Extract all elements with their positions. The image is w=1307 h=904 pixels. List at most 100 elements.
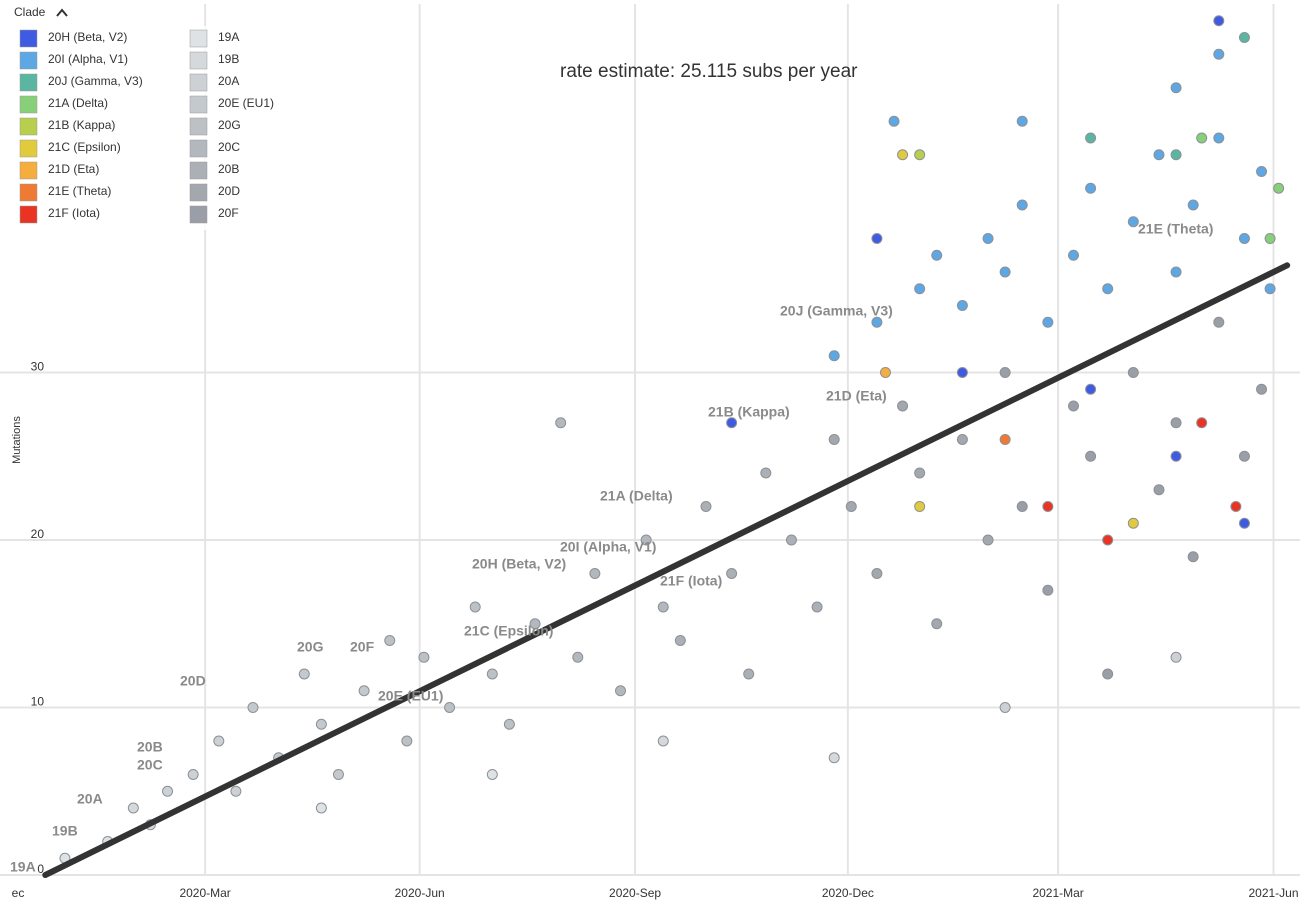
legend-swatch[interactable] [189, 205, 208, 224]
legend-swatch[interactable] [189, 183, 208, 202]
y-axis-title: Mutations [11, 416, 23, 464]
point [486, 769, 498, 780]
x-tick-label: 2020-Sep [609, 886, 661, 900]
legend-label[interactable]: 20F [218, 206, 239, 220]
clade-label: 20G [297, 639, 324, 655]
legend-swatch[interactable] [19, 29, 38, 48]
point [1153, 484, 1165, 496]
legend-swatch[interactable] [19, 117, 38, 136]
point [1085, 450, 1097, 462]
clade-label: 20F [350, 639, 375, 655]
clade-label: 20H (Beta, V2) [472, 556, 566, 572]
point [1170, 417, 1182, 429]
clade-label: 21C (Epsilon) [464, 623, 553, 639]
y-tick-label: 0 [37, 862, 44, 876]
point [845, 501, 857, 512]
clade-label: 21A (Delta) [600, 488, 673, 504]
point [999, 367, 1011, 378]
legend-label[interactable]: 20A [218, 74, 239, 88]
x-tick-label: ec [12, 886, 25, 900]
point [897, 149, 909, 161]
legend-swatch[interactable] [189, 139, 208, 158]
y-tick-label: 10 [31, 695, 45, 709]
legend-label[interactable]: 19A [218, 30, 239, 44]
legend-swatch[interactable] [19, 183, 38, 202]
legend-label[interactable]: 21E (Theta) [48, 184, 111, 198]
legend-swatch[interactable] [19, 161, 38, 180]
point [298, 668, 310, 680]
point [1170, 450, 1182, 462]
legend-label[interactable]: 20C [218, 140, 240, 154]
legend-swatch[interactable] [189, 73, 208, 92]
point [1102, 668, 1114, 680]
point [384, 635, 396, 646]
point [1196, 132, 1208, 144]
x-tick-label: 2020-Jun [395, 886, 445, 900]
clade-label: 20A [77, 791, 103, 807]
collapse-icon[interactable] [56, 8, 68, 17]
point [503, 718, 515, 730]
legend-label[interactable]: 19B [218, 52, 239, 66]
legend-label[interactable]: 21A (Delta) [48, 96, 108, 110]
clade-label: 20J (Gamma, V3) [780, 303, 893, 319]
legend-swatch[interactable] [189, 117, 208, 136]
point [315, 718, 327, 730]
point [589, 568, 601, 579]
legend-swatch[interactable] [189, 29, 208, 48]
legend-swatch[interactable] [19, 51, 38, 70]
y-tick-label: 20 [31, 527, 45, 541]
point [1170, 651, 1182, 663]
point [247, 702, 259, 713]
legend-label[interactable]: 21D (Eta) [48, 162, 99, 176]
point [888, 115, 900, 127]
point [700, 501, 712, 512]
legend-label[interactable]: 20D [218, 184, 240, 198]
point [982, 233, 994, 244]
point [1256, 383, 1268, 395]
point [1127, 367, 1139, 378]
legend-swatch[interactable] [19, 73, 38, 92]
point [657, 735, 669, 747]
legend-label[interactable]: 20I (Alpha, V1) [48, 52, 128, 66]
legend-label[interactable]: 20G [218, 118, 241, 132]
point [230, 785, 242, 797]
legend-label[interactable]: 20J (Gamma, V3) [48, 74, 143, 88]
legend-swatch[interactable] [189, 161, 208, 180]
point [914, 467, 926, 479]
legend-swatch[interactable] [19, 95, 38, 114]
point [572, 651, 584, 663]
regression-line [42, 262, 1291, 878]
legend-label[interactable]: 21C (Epsilon) [48, 140, 121, 154]
point [1213, 316, 1225, 328]
legend-swatch[interactable] [189, 95, 208, 114]
point [1085, 132, 1097, 144]
point [726, 568, 738, 579]
point [1187, 199, 1199, 211]
legend-swatch[interactable] [189, 51, 208, 70]
legend-swatch[interactable] [19, 139, 38, 158]
point [1273, 182, 1285, 194]
point [914, 501, 926, 512]
legend-swatch[interactable] [19, 205, 38, 224]
point [1187, 551, 1199, 563]
point [1127, 517, 1139, 529]
point [657, 601, 669, 613]
point [1042, 501, 1054, 512]
point [1102, 534, 1114, 546]
legend-label[interactable]: 20B [218, 162, 239, 176]
legend-label[interactable]: 20H (Beta, V2) [48, 30, 127, 44]
legend-title[interactable]: Clade [14, 5, 46, 19]
legend-label[interactable]: 21F (Iota) [48, 206, 100, 220]
point [1264, 283, 1276, 295]
point [760, 467, 772, 479]
legend-label[interactable]: 21B (Kappa) [48, 118, 115, 132]
clade-label: 20B [137, 739, 163, 755]
point [444, 702, 456, 713]
legend-label[interactable]: 20E (EU1) [218, 96, 274, 110]
point [1170, 82, 1182, 94]
point [1042, 584, 1054, 596]
clade-label: 19B [52, 823, 78, 839]
point [1127, 216, 1139, 228]
point [871, 233, 883, 244]
